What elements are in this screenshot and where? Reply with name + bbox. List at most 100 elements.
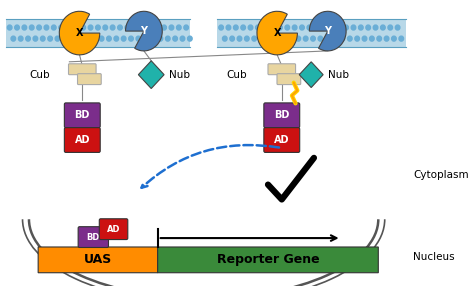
Text: X: X	[76, 28, 83, 38]
Circle shape	[125, 25, 129, 30]
Circle shape	[132, 25, 137, 30]
Circle shape	[219, 25, 223, 30]
Circle shape	[18, 36, 23, 41]
Circle shape	[140, 25, 145, 30]
Circle shape	[73, 25, 78, 30]
FancyBboxPatch shape	[78, 74, 101, 85]
Circle shape	[121, 36, 126, 41]
Circle shape	[311, 36, 315, 41]
Circle shape	[129, 36, 133, 41]
Circle shape	[52, 25, 56, 30]
Circle shape	[15, 25, 19, 30]
Circle shape	[144, 36, 148, 41]
Circle shape	[322, 25, 327, 30]
FancyBboxPatch shape	[158, 247, 378, 273]
FancyBboxPatch shape	[264, 128, 300, 152]
Circle shape	[66, 25, 71, 30]
Polygon shape	[138, 61, 164, 88]
Text: Nucleus: Nucleus	[413, 252, 455, 262]
Text: AD: AD	[107, 225, 120, 234]
Circle shape	[274, 36, 279, 41]
Text: Reporter Gene: Reporter Gene	[217, 253, 319, 266]
Wedge shape	[59, 11, 100, 55]
Circle shape	[281, 36, 286, 41]
Circle shape	[92, 36, 97, 41]
Circle shape	[188, 36, 192, 41]
Circle shape	[303, 36, 308, 41]
Circle shape	[99, 36, 104, 41]
FancyBboxPatch shape	[268, 64, 296, 75]
Circle shape	[370, 36, 374, 41]
Circle shape	[11, 36, 16, 41]
Circle shape	[63, 36, 67, 41]
Circle shape	[151, 36, 155, 41]
FancyBboxPatch shape	[99, 219, 128, 240]
Text: BD: BD	[274, 110, 290, 120]
Circle shape	[318, 36, 323, 41]
Circle shape	[230, 36, 235, 41]
Circle shape	[351, 25, 356, 30]
Circle shape	[162, 25, 166, 30]
FancyBboxPatch shape	[69, 64, 96, 75]
Circle shape	[344, 25, 348, 30]
Circle shape	[355, 36, 359, 41]
Circle shape	[114, 36, 118, 41]
Circle shape	[118, 25, 122, 30]
Circle shape	[388, 25, 392, 30]
Text: Y: Y	[140, 26, 147, 36]
Circle shape	[314, 25, 319, 30]
Circle shape	[296, 36, 301, 41]
Circle shape	[88, 25, 93, 30]
Circle shape	[366, 25, 371, 30]
Circle shape	[337, 25, 341, 30]
Circle shape	[158, 36, 163, 41]
FancyBboxPatch shape	[38, 247, 158, 273]
Circle shape	[270, 25, 275, 30]
Circle shape	[22, 25, 27, 30]
Text: Cub: Cub	[227, 70, 247, 80]
Circle shape	[103, 25, 108, 30]
Circle shape	[347, 36, 352, 41]
Circle shape	[84, 36, 89, 41]
Text: Nub: Nub	[328, 70, 349, 80]
Text: BD: BD	[87, 232, 100, 242]
Circle shape	[29, 25, 34, 30]
Wedge shape	[257, 11, 297, 55]
Text: UAS: UAS	[84, 253, 112, 266]
Text: X: X	[273, 28, 281, 38]
Bar	[218, 19, 406, 47]
Circle shape	[107, 36, 111, 41]
Circle shape	[384, 36, 389, 41]
FancyBboxPatch shape	[64, 103, 100, 128]
Polygon shape	[299, 62, 323, 88]
Circle shape	[285, 25, 290, 30]
Circle shape	[278, 25, 282, 30]
Circle shape	[48, 36, 53, 41]
Circle shape	[180, 36, 185, 41]
Circle shape	[399, 36, 403, 41]
Circle shape	[373, 25, 378, 30]
Text: Cytoplasm: Cytoplasm	[413, 170, 469, 180]
Circle shape	[340, 36, 345, 41]
Text: Y: Y	[324, 26, 331, 36]
Text: AD: AD	[274, 135, 290, 145]
Circle shape	[26, 36, 30, 41]
Circle shape	[8, 25, 12, 30]
Circle shape	[266, 36, 271, 41]
Circle shape	[259, 36, 264, 41]
Circle shape	[392, 36, 396, 41]
Circle shape	[307, 25, 311, 30]
Circle shape	[55, 36, 60, 41]
Circle shape	[234, 25, 238, 30]
Circle shape	[81, 25, 85, 30]
Circle shape	[155, 25, 159, 30]
Circle shape	[333, 36, 337, 41]
Circle shape	[96, 25, 100, 30]
Circle shape	[289, 36, 293, 41]
Circle shape	[40, 36, 45, 41]
Circle shape	[300, 25, 304, 30]
Circle shape	[176, 25, 181, 30]
Circle shape	[241, 25, 246, 30]
Circle shape	[110, 25, 115, 30]
Circle shape	[329, 25, 334, 30]
